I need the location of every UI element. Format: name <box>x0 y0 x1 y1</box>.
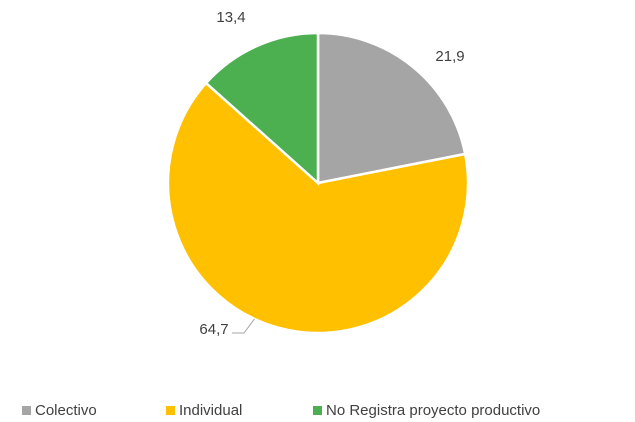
leader-line <box>232 318 255 334</box>
legend-label: Colectivo <box>35 402 97 419</box>
data-label: 64,7 <box>199 321 228 338</box>
pie-slice <box>166 81 470 335</box>
pie-slice <box>204 31 320 186</box>
data-label: 21,9 <box>435 48 464 65</box>
legend-swatch <box>22 406 31 415</box>
legend-swatch <box>166 406 175 415</box>
legend-label: No Registra proyecto productivo <box>326 402 540 419</box>
legend-swatch <box>313 406 322 415</box>
data-label: 13,4 <box>216 9 245 26</box>
pie-slice <box>316 31 467 185</box>
legend-label: Individual <box>179 402 242 419</box>
